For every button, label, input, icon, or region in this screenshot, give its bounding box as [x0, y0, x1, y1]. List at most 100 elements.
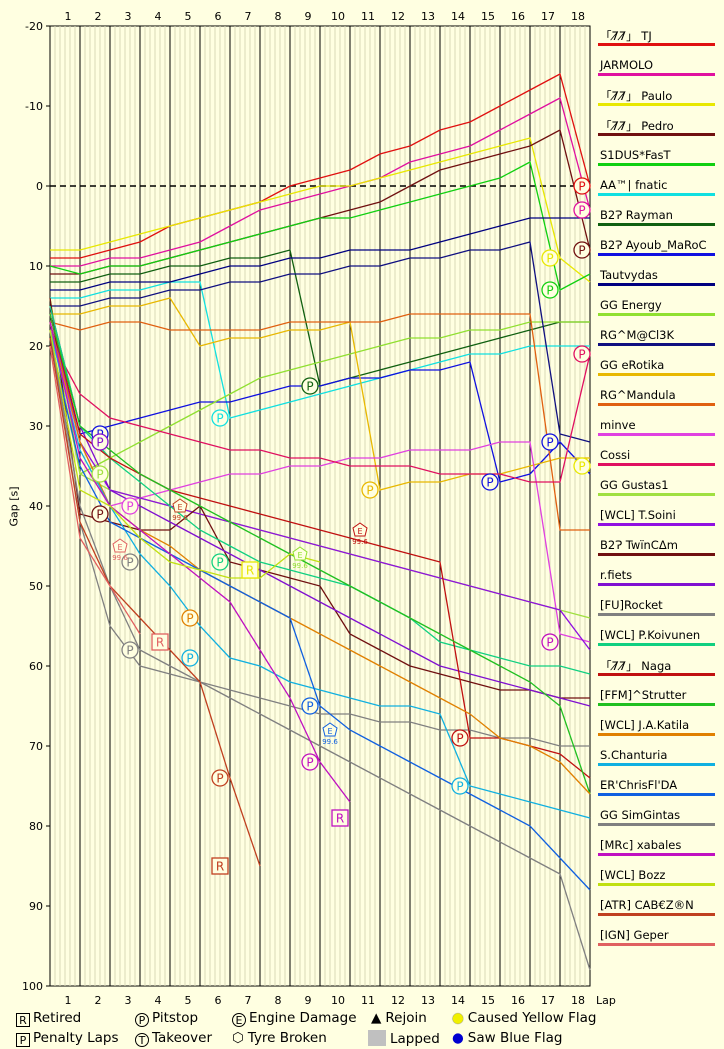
- legend-label: 「7̸7̸」 Pedro: [600, 119, 674, 133]
- legend-swatch: [598, 703, 715, 706]
- retired-symbol: R: [16, 1013, 30, 1027]
- pitstop-marker-label: P: [578, 348, 585, 362]
- pitstop-marker-label: P: [96, 436, 103, 450]
- legend-label: Cossi: [600, 448, 631, 462]
- pitstop-marker: [91, 465, 109, 483]
- legend-label: [FU]Rocket: [600, 598, 663, 612]
- legend-item: [WCL] P.Koivunen: [598, 626, 716, 656]
- x-tick-label-bottom: 8: [275, 994, 282, 1007]
- pitstop-marker: [573, 457, 591, 475]
- series-line-8: [50, 217, 590, 291]
- legend-label: [FFM]^Strutter: [600, 688, 687, 702]
- series-line-4: [49, 161, 591, 291]
- x-tick-label-bottom: 13: [421, 994, 435, 1007]
- x-tick-label-bottom: 10: [331, 994, 345, 1007]
- retired-label: Retired: [33, 1010, 82, 1026]
- legend-swatch: [598, 193, 715, 196]
- yellow-flag-label: Caused Yellow Flag: [467, 1010, 597, 1026]
- x-tick-label-top: 1: [65, 10, 72, 23]
- pitstop-marker: [451, 729, 469, 747]
- pitstop-marker: [541, 433, 559, 451]
- series-line-20: [49, 305, 591, 675]
- pitstop-marker-label: P: [546, 436, 553, 450]
- x-tick-label-bottom: 9: [305, 994, 312, 1007]
- legend-label: RG^M@Cl3K: [600, 328, 675, 342]
- pitstop-marker-label: P: [546, 284, 553, 298]
- series-line-10: [50, 241, 591, 443]
- legend-label: [ATR] CAB€Z®N: [600, 898, 694, 912]
- legend-item: [IGN] Geper: [598, 926, 716, 956]
- legend-item: 「7̸7̸」 TJ: [598, 26, 716, 56]
- footer-rejoin: ▲ Rejoin: [371, 1010, 427, 1026]
- lapped-label: Lapped: [390, 1031, 440, 1047]
- y-tick-label: 100: [22, 980, 43, 993]
- pitstop-marker: [121, 641, 139, 659]
- x-tick-label-top: 3: [125, 10, 132, 23]
- y-tick-label: -10: [25, 100, 43, 113]
- retired-marker: [151, 633, 169, 651]
- legend-item: [WCL] T.Soini: [598, 506, 716, 536]
- legend-item: minve: [598, 416, 716, 446]
- pitstop-symbol: P: [135, 1013, 149, 1027]
- legend-item: ER'ChrisFl'DA: [598, 776, 716, 806]
- engine-damage-letter: E: [117, 543, 122, 552]
- series-line-16: [49, 313, 591, 651]
- legend-label: JARMOLO: [600, 58, 654, 72]
- pitstop-marker-label: P: [306, 380, 313, 394]
- footer-tyre: ⬡ Tyre Broken: [232, 1030, 327, 1046]
- series-line-12: [49, 313, 590, 531]
- x-tick-label-bottom: 2: [95, 994, 102, 1007]
- legend-item: JARMOLO: [598, 56, 716, 86]
- legend-swatch: [598, 133, 715, 136]
- legend-label: 「7̸7̸」 Naga: [600, 659, 672, 673]
- pitstop-marker-label: P: [578, 460, 585, 474]
- legend-swatch: [598, 853, 715, 856]
- legend-item: GG eRotika: [598, 356, 716, 386]
- x-tick-label-bottom: 5: [185, 994, 192, 1007]
- pitstop-marker-label: P: [578, 204, 585, 218]
- legend-label: 「7̸7̸」 Paulo: [600, 89, 673, 103]
- pitstop-marker-label: P: [366, 484, 373, 498]
- legend-item: AA™| fnatic: [598, 176, 716, 206]
- y-tick-label: -20: [25, 20, 43, 33]
- retired-marker-label: R: [336, 812, 344, 826]
- pitstop-marker: [573, 201, 591, 219]
- legend-item: r.fiets: [598, 566, 716, 596]
- legend-item: Cossi: [598, 446, 716, 476]
- series-line-18: [49, 305, 591, 707]
- legend-label: S.Chanturia: [600, 748, 668, 762]
- pitstop-marker-label: P: [186, 652, 193, 666]
- x-tick-label-bottom: 7: [245, 994, 252, 1007]
- x-tick-label-top: 9: [305, 10, 312, 23]
- x-tick-label-bottom: 15: [481, 994, 495, 1007]
- y-tick-label: 30: [29, 420, 43, 433]
- legend-label: minve: [600, 418, 636, 432]
- pitstop-marker: [541, 281, 559, 299]
- legend-swatch: [598, 943, 715, 946]
- series-line-24: [49, 329, 591, 819]
- series-line-27: [49, 321, 351, 803]
- legend-swatch: [598, 733, 715, 736]
- legend-swatch: [598, 673, 715, 676]
- x-tick-label-bottom: 14: [451, 994, 465, 1007]
- legend-label: GG Energy: [600, 298, 662, 312]
- legend-item: Tautvydas: [598, 266, 716, 296]
- x-tick-label-top: 12: [391, 10, 405, 23]
- legend-label: B2Ɂ Ayoub_MaRoC: [600, 238, 707, 252]
- tyre-broken-label: Tyre Broken: [247, 1030, 327, 1046]
- series-line-28: [49, 329, 321, 579]
- x-tick-label-bottom: 16: [511, 994, 525, 1007]
- legend-item: GG SimGintas: [598, 806, 716, 836]
- series-line-26: [49, 329, 591, 971]
- pitstop-marker: [181, 609, 199, 627]
- y-tick-label: 60: [29, 660, 43, 673]
- x-tick-label-top: 11: [361, 10, 375, 23]
- pitstop-marker-label: P: [306, 700, 313, 714]
- legend-swatch: [598, 43, 715, 46]
- pitstop-marker-label: P: [126, 644, 133, 658]
- series-line-2: [50, 137, 591, 283]
- engine-damage-letter: E: [297, 551, 302, 560]
- legend-swatch: [598, 73, 715, 76]
- legend-swatch: [598, 163, 715, 166]
